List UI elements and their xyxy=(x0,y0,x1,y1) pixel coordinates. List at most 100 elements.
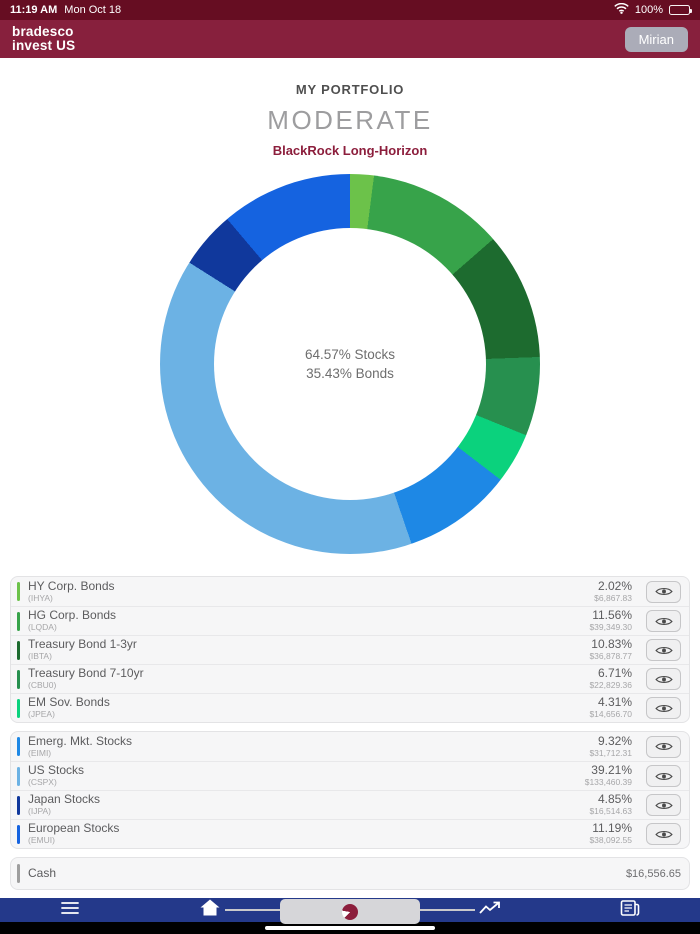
holding-color-indicator xyxy=(17,582,20,601)
holding-name: Treasury Bond 7-10yr xyxy=(28,666,144,681)
date-label: Mon Oct 18 xyxy=(64,4,122,16)
stocks-percent-label: 64.57% Stocks xyxy=(304,347,396,362)
holding-percent: 4.85% xyxy=(597,792,632,807)
bonds-card: HY Corp. Bonds (IHYA) 2.02% $6,867.83 HG… xyxy=(10,576,690,723)
portfolio-page: MY PORTFOLIO MODERATE BlackRock Long-Hor… xyxy=(0,82,700,890)
tab-home[interactable] xyxy=(140,898,280,922)
view-holding-button[interactable] xyxy=(646,765,681,787)
holding-name: Japan Stocks xyxy=(28,792,101,807)
battery-percent-label: 100% xyxy=(634,4,663,16)
trending-up-icon xyxy=(478,899,502,921)
tab-menu[interactable] xyxy=(0,898,140,922)
holding-color-indicator xyxy=(17,824,20,844)
app-header: bradesco invest US Mirian xyxy=(0,20,700,58)
brand-logo-line2: invest US xyxy=(12,38,76,53)
holding-row-japan-stocks: Japan Stocks (IJPA) 4.85% $16,514.63 xyxy=(11,790,689,819)
holding-row-treasury-7-10yr: Treasury Bond 7-10yr (CBU0) 6.71% $22,82… xyxy=(11,664,689,693)
holding-row-em-sov-bonds: EM Sov. Bonds (JPEA) 4.31% $14,656.70 xyxy=(11,693,689,722)
holding-row-european-stocks: European Stocks (EMUI) 11.19% $38,092.55 xyxy=(11,819,689,848)
portfolio-strategy: BlackRock Long-Horizon xyxy=(272,143,428,158)
holding-row-treasury-1-3yr: Treasury Bond 1-3yr (IBTA) 10.83% $36,87… xyxy=(11,635,689,664)
battery-icon xyxy=(669,5,692,15)
view-holding-button[interactable] xyxy=(646,639,681,661)
view-holding-button[interactable] xyxy=(646,697,681,719)
holding-amount: $16,514.63 xyxy=(589,806,632,817)
holding-amount: $14,656.70 xyxy=(589,709,632,720)
holding-amount: $39,349.30 xyxy=(589,622,632,633)
cash-amount: $16,556.65 xyxy=(625,867,681,880)
holding-name: US Stocks xyxy=(28,763,85,778)
status-bar: 11:19 AM Mon Oct 18 100% xyxy=(0,0,700,20)
holding-percent: 6.71% xyxy=(597,666,632,681)
holding-amount: $31,712.31 xyxy=(589,747,632,758)
bradesco-pie-icon xyxy=(342,903,358,920)
view-holding-button[interactable] xyxy=(646,610,681,632)
holding-ticker: (CBU0) xyxy=(28,680,57,691)
cash-label: Cash xyxy=(28,865,57,880)
view-holding-button[interactable] xyxy=(646,580,681,603)
holding-ticker: (EMUI) xyxy=(28,835,55,846)
bonds-percent-label: 35.43% Bonds xyxy=(306,366,394,381)
holding-row-hg-corp-bonds: HG Corp. Bonds (LQDA) 11.56% $39,349.30 xyxy=(11,606,689,635)
holding-amount: $38,092.55 xyxy=(589,835,632,846)
holding-percent: 9.32% xyxy=(597,733,632,748)
donut-center-label: 64.57% Stocks 35.43% Bonds xyxy=(214,228,486,500)
holding-color-indicator xyxy=(17,737,20,756)
portfolio-title: MODERATE xyxy=(267,105,433,135)
holding-percent: 39.21% xyxy=(591,763,632,778)
allocation-donut-chart: 64.57% Stocks 35.43% Bonds xyxy=(160,174,540,554)
holding-percent: 2.02% xyxy=(597,578,632,593)
holding-ticker: (IBTA) xyxy=(28,651,52,662)
holding-color-indicator xyxy=(17,611,20,631)
view-holding-button[interactable] xyxy=(646,668,681,690)
view-holding-button[interactable] xyxy=(646,735,681,758)
holding-name: HY Corp. Bonds xyxy=(28,578,115,593)
holding-name: European Stocks xyxy=(28,821,120,836)
holding-ticker: (IJPA) xyxy=(28,806,51,817)
holding-color-indicator xyxy=(17,698,20,718)
stocks-card: Emerg. Mkt. Stocks (EIMI) 9.32% $31,712.… xyxy=(10,731,690,849)
holding-color-indicator xyxy=(17,640,20,660)
portfolio-eyebrow: MY PORTFOLIO xyxy=(295,82,405,97)
holding-name: HG Corp. Bonds xyxy=(28,608,117,623)
wifi-icon xyxy=(614,2,629,17)
holding-color-indicator xyxy=(17,669,20,689)
tab-performance[interactable] xyxy=(420,898,560,922)
holding-ticker: (EIMI) xyxy=(28,747,52,758)
tab-portfolio-active[interactable] xyxy=(280,899,420,924)
cash-color-indicator xyxy=(17,864,20,883)
holding-color-indicator xyxy=(17,766,20,786)
holding-row-emerg-mkt-stocks: Emerg. Mkt. Stocks (EIMI) 9.32% $31,712.… xyxy=(11,732,689,761)
holding-name: EM Sov. Bonds xyxy=(28,695,110,710)
view-holding-button[interactable] xyxy=(646,794,681,816)
cash-card: Cash $16,556.65 xyxy=(10,857,690,890)
tab-news[interactable] xyxy=(560,898,700,922)
holding-percent: 4.31% xyxy=(597,695,632,710)
holding-percent: 11.56% xyxy=(592,608,632,623)
view-holding-button[interactable] xyxy=(646,823,681,845)
user-button[interactable]: Mirian xyxy=(624,26,688,52)
home-icon xyxy=(199,898,221,922)
holding-name: Emerg. Mkt. Stocks xyxy=(28,733,133,748)
holding-amount: $36,878.77 xyxy=(589,651,632,662)
news-icon xyxy=(620,899,640,922)
holding-ticker: (JPEA) xyxy=(28,709,55,720)
tab-bar xyxy=(0,898,700,934)
hamburger-icon xyxy=(60,900,80,921)
holding-amount: $6,867.83 xyxy=(594,592,632,603)
holding-color-indicator xyxy=(17,795,20,815)
brand-logo: bradesco invest US xyxy=(12,23,76,53)
holding-amount: $22,829.36 xyxy=(589,680,632,691)
holding-row-hy-corp-bonds: HY Corp. Bonds (IHYA) 2.02% $6,867.83 xyxy=(11,577,689,606)
holding-row-us-stocks: US Stocks (CSPX) 39.21% $133,460.39 xyxy=(11,761,689,790)
holding-ticker: (LQDA) xyxy=(28,622,57,633)
holding-ticker: (IHYA) xyxy=(28,592,53,603)
holding-percent: 11.19% xyxy=(592,821,632,836)
brand-logo-line1: bradesco xyxy=(12,23,74,39)
holding-name: Treasury Bond 1-3yr xyxy=(28,637,137,652)
holding-amount: $133,460.39 xyxy=(584,777,632,788)
holding-percent: 10.83% xyxy=(591,637,632,652)
home-indicator[interactable] xyxy=(265,926,435,930)
cash-row: Cash $16,556.65 xyxy=(11,858,689,889)
clock-label: 11:19 AM xyxy=(10,4,58,16)
